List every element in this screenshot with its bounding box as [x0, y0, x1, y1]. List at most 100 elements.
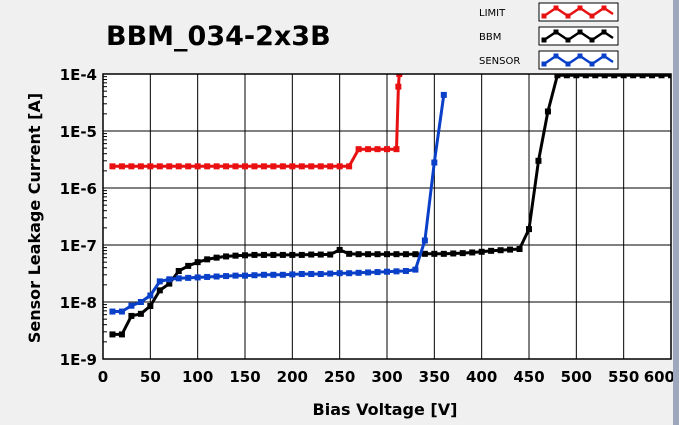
data-point-limit-3 — [137, 163, 144, 170]
data-point-bbm-43 — [516, 246, 523, 253]
plot-frame — [102, 73, 672, 360]
legend-swatch-marker-bbm — [541, 37, 547, 43]
data-point-sensor-33 — [421, 237, 428, 244]
window-edge-strip — [673, 0, 679, 425]
data-point-limit-27 — [365, 146, 372, 153]
x-tick-label-3: 150 — [229, 368, 260, 386]
x-tick-labels: 0 50 100 150 200 250 300 350 400 450 500 550 600 — [98, 368, 675, 386]
x-tick-label-12: 600 — [644, 368, 675, 386]
data-point-bbm-33 — [421, 250, 428, 257]
data-point-bbm-32 — [412, 251, 419, 258]
data-point-limit-20 — [298, 163, 305, 170]
legend-label-bbm: BBM — [479, 32, 501, 43]
data-point-limit-24 — [336, 163, 343, 170]
chart-title: BBM_034-2x3B — [106, 21, 331, 52]
data-point-bbm-21 — [308, 251, 315, 258]
data-point-bbm-18 — [279, 251, 286, 258]
x-tick-label-1: 50 — [140, 368, 161, 386]
x-tick-label-2: 100 — [182, 368, 213, 386]
data-point-limit-7 — [175, 163, 182, 170]
legend-swatch-marker-bbm — [589, 37, 595, 43]
data-point-bbm-58 — [658, 74, 665, 79]
data-point-bbm-50 — [582, 74, 589, 79]
legend-swatch-marker-sensor — [589, 61, 595, 67]
legend-swatch-box-bbm — [538, 26, 619, 46]
data-point-sensor-30 — [393, 268, 400, 275]
data-point-sensor-16 — [260, 271, 267, 278]
data-point-bbm-28 — [374, 251, 381, 258]
legend-swatch-marker-sensor — [553, 53, 559, 59]
data-point-sensor-14 — [242, 272, 248, 279]
data-point-bbm-1 — [118, 331, 125, 338]
data-point-bbm-29 — [384, 251, 390, 258]
data-point-limit-19 — [289, 163, 296, 170]
data-point-limit-10 — [204, 163, 211, 170]
data-point-limit-28 — [374, 146, 381, 153]
data-point-bbm-54 — [620, 74, 627, 79]
data-point-limit-26 — [355, 146, 362, 153]
data-point-sensor-23 — [327, 270, 334, 277]
x-tick-label-11: 550 — [608, 368, 639, 386]
data-point-bbm-5 — [156, 287, 163, 294]
x-tick-label-7: 350 — [419, 368, 450, 386]
data-point-bbm-59 — [668, 74, 671, 79]
data-point-limit-18 — [279, 163, 286, 170]
data-point-sensor-3 — [137, 299, 144, 305]
legend-swatch-marker-limit — [553, 5, 559, 11]
legend-label-sensor: SENSOR — [479, 56, 520, 67]
x-tick-label-10: 500 — [561, 368, 592, 386]
data-point-bbm-37 — [459, 250, 466, 257]
y-tick-label-2: 1E-7 — [60, 237, 97, 255]
data-point-sensor-26 — [355, 269, 362, 276]
y-tick-label-0: 1E-9 — [60, 351, 97, 369]
legend-swatch-box-sensor — [538, 50, 619, 70]
data-point-bbm-4 — [147, 303, 154, 310]
series-sensor — [109, 91, 447, 315]
data-point-limit-31 — [395, 83, 402, 90]
data-point-sensor-13 — [232, 272, 239, 279]
data-point-bbm-11 — [213, 254, 220, 261]
data-point-bbm-15 — [251, 251, 258, 258]
data-point-sensor-19 — [289, 271, 296, 278]
data-point-bbm-34 — [431, 250, 438, 257]
data-point-limit-13 — [232, 163, 239, 170]
data-point-bbm-35 — [440, 250, 447, 257]
data-point-bbm-23 — [327, 251, 334, 258]
data-point-bbm-48 — [563, 74, 570, 79]
y-tick-label-1: 1E-8 — [60, 294, 97, 312]
data-point-sensor-5 — [156, 278, 163, 285]
legend-swatch-marker-bbm — [565, 37, 571, 43]
data-point-bbm-47 — [554, 74, 561, 79]
data-point-bbm-30 — [393, 251, 400, 258]
data-point-sensor-34 — [431, 159, 438, 166]
legend-swatch-marker-bbm — [577, 29, 583, 35]
legend-swatch-marker-sensor — [601, 53, 607, 59]
data-point-bbm-8 — [185, 262, 192, 269]
legend-swatch-marker-sensor — [541, 61, 547, 67]
data-point-sensor-12 — [223, 273, 230, 280]
data-point-bbm-52 — [601, 74, 608, 79]
data-point-bbm-17 — [270, 251, 277, 258]
data-point-bbm-49 — [573, 74, 580, 79]
data-point-bbm-31 — [402, 251, 409, 258]
data-point-bbm-56 — [639, 74, 646, 79]
legend-item-sensor: SENSOR — [479, 50, 619, 70]
data-point-bbm-2 — [128, 312, 135, 319]
x-tick-label-5: 250 — [324, 368, 355, 386]
series-bbm — [109, 74, 671, 338]
data-point-sensor-15 — [251, 272, 258, 279]
data-point-bbm-55 — [630, 74, 637, 79]
data-point-sensor-8 — [185, 274, 192, 281]
data-point-sensor-25 — [346, 270, 353, 277]
data-point-bbm-7 — [175, 267, 182, 274]
y-tick-labels: 1E-9 1E-8 1E-7 1E-6 1E-5 1E-4 — [60, 66, 97, 369]
plot-border — [102, 73, 672, 360]
data-point-bbm-44 — [526, 226, 532, 233]
data-point-bbm-14 — [242, 252, 248, 259]
data-point-limit-1 — [118, 163, 125, 170]
data-point-bbm-36 — [450, 250, 457, 257]
data-point-bbm-46 — [544, 108, 551, 115]
series-lines — [109, 74, 671, 338]
series-limit — [109, 74, 403, 170]
